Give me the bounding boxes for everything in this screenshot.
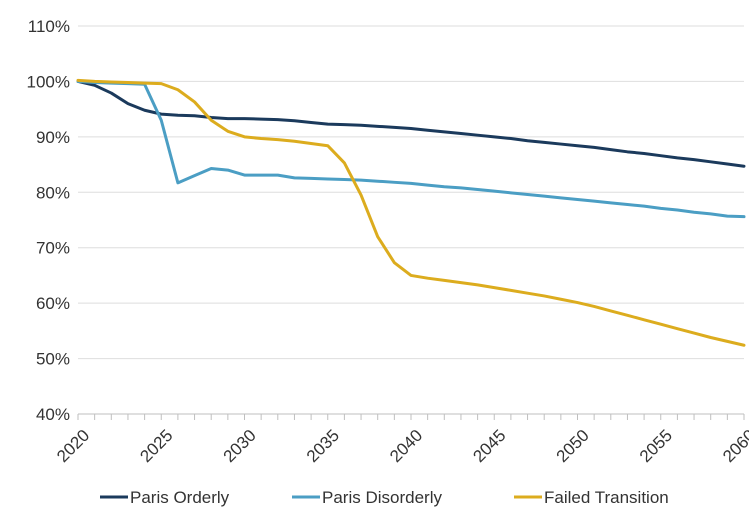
series-line-failed-transition <box>76 78 746 347</box>
legend: Paris Orderly Paris Disorderly Failed Tran… <box>100 488 669 507</box>
x-tick-label: 2030 <box>220 426 260 466</box>
y-tick-label: 80% <box>36 183 70 202</box>
y-tick-label: 110% <box>28 17 70 36</box>
gridlines <box>78 25 744 360</box>
legend-item-failed-transition: Failed Transition <box>514 488 669 507</box>
legend-label: Paris Orderly <box>130 488 230 507</box>
x-tick-label: 2050 <box>553 426 593 466</box>
x-tick-label: 2020 <box>53 426 93 466</box>
y-tick-label: 90% <box>36 128 70 147</box>
y-tick-label: 40% <box>36 405 70 424</box>
series-line-paris-orderly <box>76 79 746 168</box>
legend-label: Paris Disorderly <box>322 488 442 507</box>
legend-item-paris-disorderly: Paris Disorderly <box>292 488 442 507</box>
y-tick-label: 60% <box>36 294 70 313</box>
x-tick-label: 2035 <box>303 426 343 466</box>
series-line-paris-disorderly <box>76 79 746 219</box>
y-axis-tick-labels: 40% 50% 60% 70% 80% 90% 100% 110% <box>27 17 70 424</box>
x-axis-tick-labels: 2020 2025 2030 2035 2040 2045 2050 2055 2060 <box>53 426 749 466</box>
y-tick-label: 70% <box>36 239 70 258</box>
legend-label: Failed Transition <box>544 488 669 507</box>
y-tick-label: 50% <box>36 350 70 369</box>
x-tick-label: 2060 <box>719 426 749 466</box>
y-tick-label: 100% <box>27 72 70 91</box>
x-tick-label: 2040 <box>386 426 426 466</box>
legend-item-paris-orderly: Paris Orderly <box>100 488 230 507</box>
series-lines <box>76 78 746 347</box>
x-tick-label: 2025 <box>136 426 176 466</box>
x-axis <box>77 413 745 420</box>
x-tick-label: 2045 <box>469 426 509 466</box>
x-tick-label: 2055 <box>636 426 676 466</box>
